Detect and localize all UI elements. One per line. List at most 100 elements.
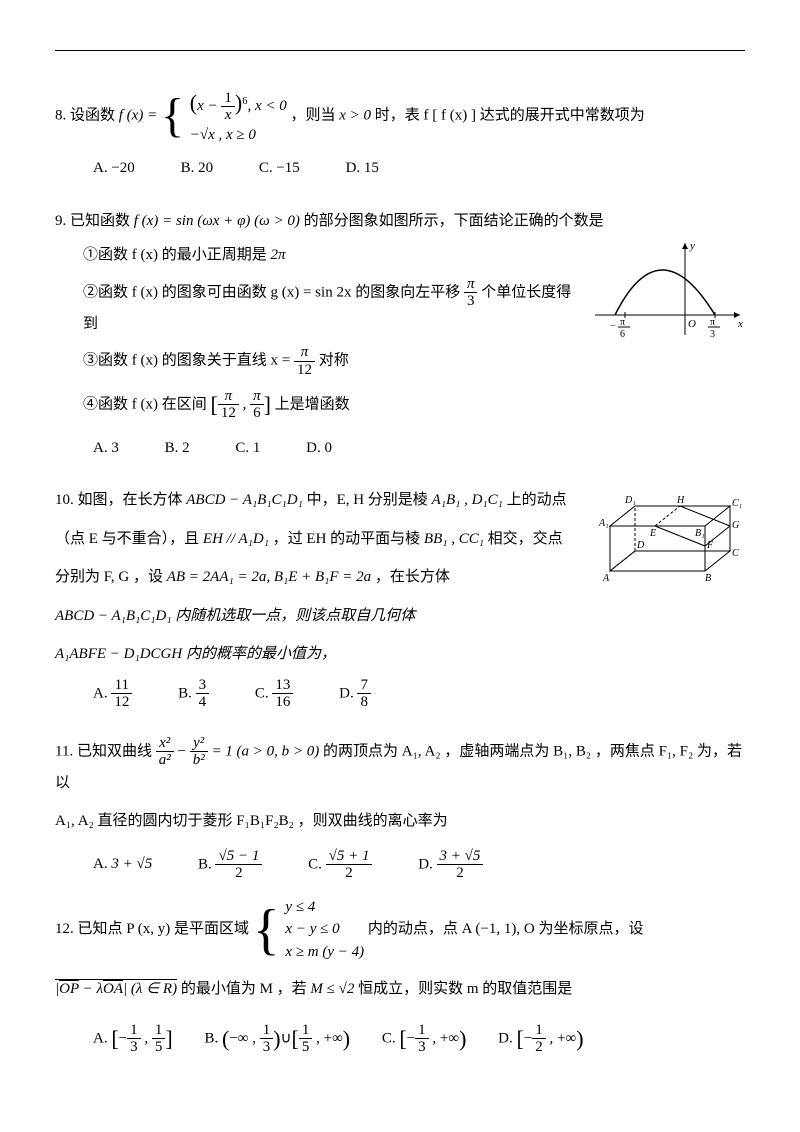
q9-options: A. 3 B. 2 C. 1 D. 0	[55, 434, 745, 463]
q9-s4-pre: ④函数 f (x) 在区间	[83, 396, 211, 412]
q11-optC-label: C.	[308, 856, 322, 872]
q8-post: 时，表 f [ f (x) ] 达式的展开式中常数项为	[375, 107, 645, 123]
q10-optD-n: 7	[357, 677, 371, 695]
q11-xa-n: x²	[156, 735, 174, 753]
q10-optC-d: 16	[272, 694, 293, 711]
q9-optC: 1	[253, 440, 261, 456]
question-10: A B C D A₁ B₁ C₁ D₁ E F G H 10. 如图，在长方体 …	[55, 486, 745, 721]
q12-optA-ln: 1	[127, 1022, 141, 1040]
q10-l2d: BB₁ , CC₁	[424, 531, 484, 547]
question-9: 9. 已知函数 f (x) = sin (ωx + φ) (ω > 0) 的部分…	[55, 207, 745, 473]
q8-cond: x > 0	[339, 107, 371, 123]
question-11: 11. 已知双曲线 x²a² − y²b² = 1 (a > 0, b > 0)…	[55, 735, 745, 882]
svg-text:D: D	[636, 540, 645, 551]
svg-text:H: H	[676, 495, 685, 506]
svg-text:C₁: C₁	[732, 498, 742, 509]
svg-text:B: B	[705, 573, 711, 584]
svg-text:B₁: B₁	[695, 528, 705, 539]
q11-optD-d: 2	[437, 865, 484, 882]
q9-s4-post: 上是增函数	[275, 396, 350, 412]
q9-s1-pre: ①函数 f (x) 的最小正周期是	[83, 247, 271, 263]
q8-optB: 20	[198, 160, 213, 176]
svg-text:D₁: D₁	[624, 495, 636, 506]
q10-optB-label: B.	[178, 685, 192, 701]
q8-number: 8.	[55, 107, 66, 123]
q10-number: 10.	[55, 492, 74, 508]
q9-optA: 3	[111, 440, 119, 456]
q10-l4: ABCD − A₁B₁C₁D₁ 内随机选取一点，则该点取自几何体	[55, 602, 745, 631]
q12-c3: x ≥ m (y − 4)	[285, 941, 364, 964]
q9-s3-fd: 12	[294, 362, 315, 379]
q8-p1a: x −	[197, 98, 221, 114]
q8-optD-label: D.	[346, 160, 361, 176]
q8-optA-label: A.	[93, 160, 108, 176]
q10-l2b: EH // A₁D₁	[203, 531, 269, 547]
svg-text:−: −	[610, 321, 616, 332]
q9-s3-fn: π	[294, 344, 315, 362]
q8-pre: 设函数	[70, 107, 119, 123]
q9-s1-val: 2π	[271, 247, 286, 263]
q10-optA-n: 11	[111, 677, 132, 695]
q12-optA-rn: 1	[152, 1022, 166, 1040]
q8-optD: 15	[364, 160, 379, 176]
q8-optC: −15	[276, 160, 299, 176]
q9-optC-label: C.	[235, 440, 249, 456]
q11-options: A. 3 + √5 B. √5 − 12 C. √5 + 12 D. 3 + √…	[55, 848, 745, 882]
q12-optA-rd: 5	[152, 1039, 166, 1056]
q12-optB-ln: 1	[260, 1022, 274, 1040]
q8-p1-cond: , x < 0	[247, 98, 286, 114]
svg-text:x: x	[737, 318, 743, 330]
q12-optB-rn: 1	[299, 1022, 313, 1040]
svg-text:6: 6	[620, 329, 625, 340]
svg-text:G: G	[732, 520, 739, 531]
q10-l3b: AB = 2AA₁ = 2a, B₁E + B₁F = 2a	[167, 569, 371, 585]
q12-l2-pre: |OP − λOA| (λ ∈ R)	[55, 979, 177, 997]
sine-graph-icon: x y O − π 6 π 3	[590, 235, 745, 345]
q9-number: 9.	[55, 213, 66, 229]
q10-l1a: 如图，在长方体	[78, 492, 187, 508]
cuboid-icon: A B C D A₁ B₁ C₁ D₁ E F G H	[595, 486, 745, 596]
q11-yb-n: y²	[190, 735, 208, 753]
q11-l2: A₁, A₂ 直径的圆内切于菱形 F₁B₁F₂B₂ ，则双曲线的离心率为	[55, 807, 745, 836]
q10-optA-d: 12	[111, 694, 132, 711]
q10-optC-n: 13	[272, 677, 293, 695]
q10-l3a: 分别为 F, G ，设	[55, 569, 167, 585]
q10-l1e: 上的动点	[503, 492, 567, 508]
q10-l1b: ABCD − A₁B₁C₁D₁	[186, 492, 303, 508]
q10-l2a: （点 E 与不重合），且	[55, 531, 203, 547]
q11-yb-d: b²	[190, 752, 208, 769]
q9-s2-fd: 3	[464, 293, 478, 310]
q10-optA-label: A.	[93, 685, 108, 701]
q9-s2-pre: ②函数 f (x) 的图象可由函数 g (x) = sin 2x 的图象向左平移	[83, 284, 464, 300]
q12-optA-label: A.	[93, 1030, 108, 1046]
q10-l1c: 中，E, H 分别是棱	[303, 492, 432, 508]
q8-fx: f (x) =	[119, 107, 161, 123]
svg-text:F: F	[706, 540, 714, 551]
q10-optD-label: D.	[339, 685, 354, 701]
q9-optB-label: B.	[165, 440, 179, 456]
q8-piecewise: { (x − 1x)6, x < 0 −√x , x ≥ 0	[161, 86, 287, 146]
q12-optA-ld: 3	[127, 1039, 141, 1056]
svg-text:y: y	[689, 240, 695, 252]
q12-l2-post: 恒成立，则实数 m 的取值范围是	[358, 981, 572, 997]
q8-optB-label: B.	[181, 160, 195, 176]
q12-l2-cond: M ≤ √2	[310, 981, 354, 997]
svg-text:C: C	[732, 548, 739, 559]
q11-optC-d: 2	[326, 865, 373, 882]
q12-optC-d: 3	[415, 1039, 429, 1056]
q11-optD-n: 3 + √5	[437, 848, 484, 866]
q12-optC-n: 1	[415, 1022, 429, 1040]
brace-icon: {	[253, 902, 280, 958]
svg-text:E: E	[649, 528, 656, 539]
question-12: 12. 已知点 P (x, y) 是平面区域 { y ≤ 4 x − y ≤ 0…	[55, 896, 745, 1060]
q9-optB: 2	[182, 440, 190, 456]
q12-optD-n: 1	[532, 1022, 546, 1040]
q9-s2-fn: π	[464, 276, 478, 294]
q10-l5: A₁ABFE − D₁DCGH 内的概率的最小值为，	[55, 640, 745, 669]
svg-text:3: 3	[710, 329, 715, 340]
q12-l2-mid: 的最小值为 M ，若	[181, 981, 311, 997]
q8-p1-fd: x	[221, 107, 235, 124]
svg-text:π: π	[710, 317, 715, 328]
q8-mid: ，则当	[290, 107, 339, 123]
q10-l1d: A₁B₁ , D₁C₁	[432, 492, 503, 508]
